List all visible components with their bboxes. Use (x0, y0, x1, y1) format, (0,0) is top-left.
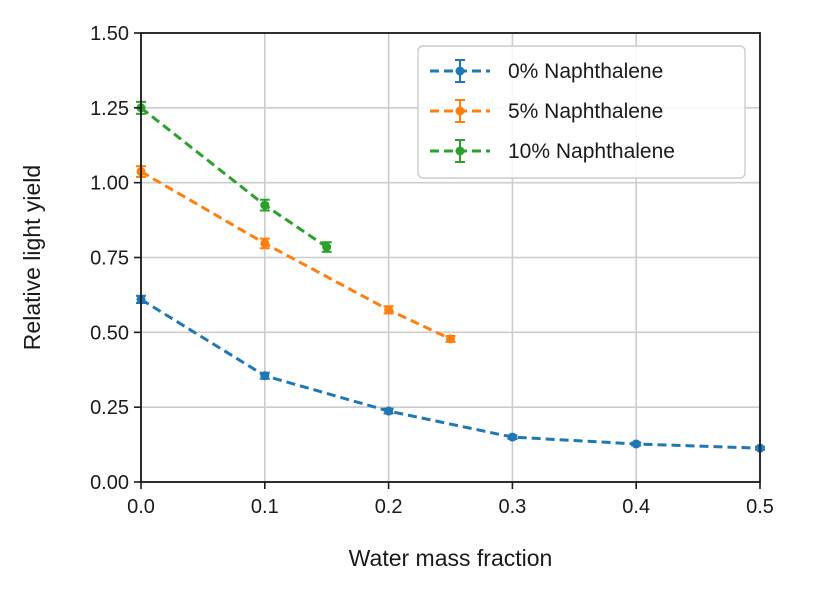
legend-marker (455, 106, 465, 116)
y-tick-label: 0.50 (90, 322, 129, 344)
data-point (384, 406, 394, 416)
legend-entry: 5% Naphthalene (430, 99, 663, 123)
data-point (446, 334, 455, 344)
series-1 (136, 165, 456, 344)
y-tick-label: 0.00 (90, 472, 129, 494)
series-2 (136, 100, 332, 253)
data-point (260, 200, 270, 210)
y-tick-label: 0.75 (90, 248, 129, 270)
x-tick-label: 0.0 (127, 496, 155, 518)
x-tick-label: 0.1 (251, 496, 279, 518)
y-tick-label: 1.00 (90, 173, 129, 195)
data-point (260, 238, 270, 248)
data-point (384, 305, 394, 315)
x-tick-label: 0.4 (622, 496, 650, 518)
series-line (140, 106, 328, 249)
legend-marker (455, 66, 465, 76)
y-tick-label: 1.25 (90, 98, 129, 120)
ticks: 0.0 0.1 0.2 0.3 0.4 0.5 0.00 0.25 0.50 0.75 1.00 1.… (90, 23, 774, 518)
series-layer (136, 100, 765, 453)
series-line (140, 170, 452, 341)
series-line (140, 298, 761, 450)
data-point (322, 242, 332, 252)
legend: 0% Naphthalene 5% Naphthalene 10% Naphthal… (417, 45, 746, 179)
legend-box (417, 45, 746, 179)
series-0 (136, 294, 765, 453)
x-axis-label: Water mass fraction (349, 545, 553, 571)
y-tick-label: 1.50 (90, 23, 129, 45)
data-point (260, 371, 270, 381)
legend-label: 0% Naphthalene (508, 60, 663, 83)
y-tick-label: 0.25 (90, 397, 129, 419)
x-tick-label: 0.3 (498, 496, 526, 518)
y-axis-label: Relative light yield (19, 165, 45, 350)
legend-marker (455, 146, 465, 156)
legend-label: 5% Naphthalene (508, 100, 663, 123)
legend-entry: 0% Naphthalene (430, 59, 663, 83)
x-tick-label: 0.2 (375, 496, 403, 518)
legend-label: 10% Naphthalene (508, 140, 675, 163)
legend-entry: 10% Naphthalene (430, 139, 675, 163)
data-point (507, 432, 517, 442)
x-tick-label: 0.5 (746, 496, 774, 518)
data-point (631, 439, 641, 449)
